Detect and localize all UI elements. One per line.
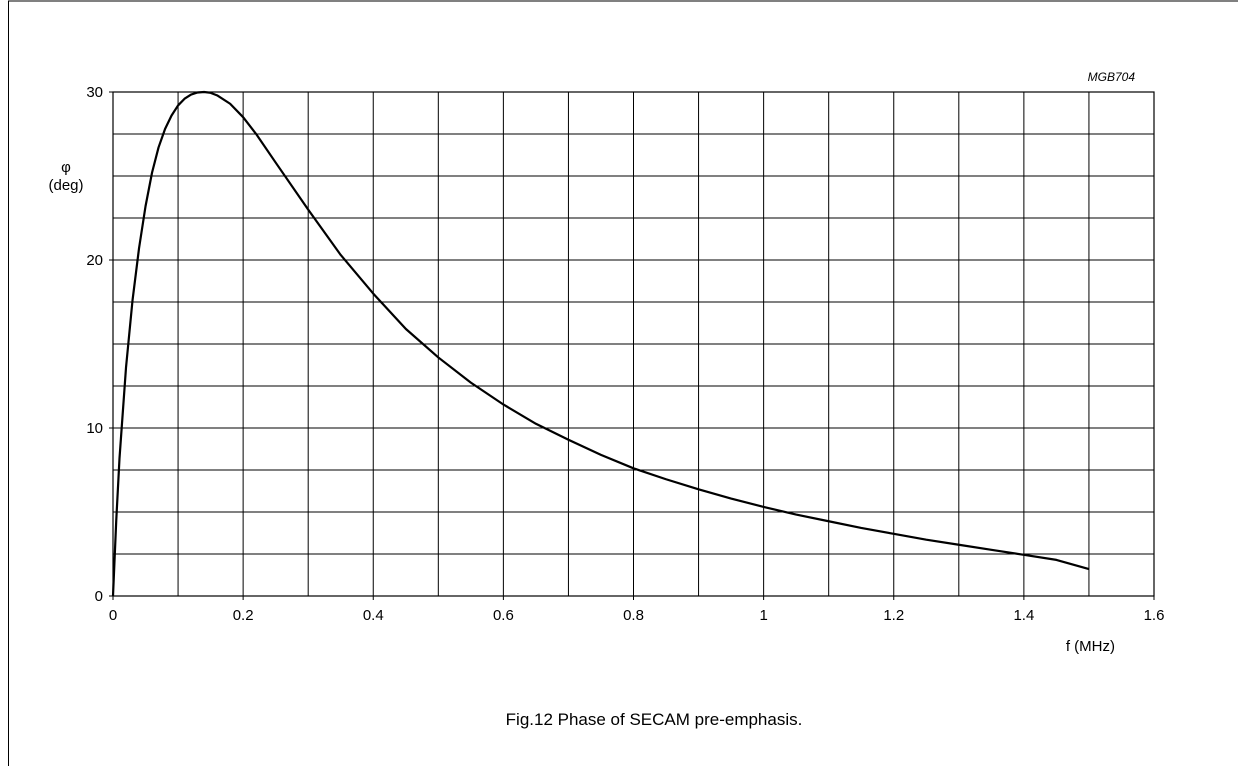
x-tick-label: 0.4 <box>363 607 384 624</box>
y-tick-label: 10 <box>86 420 103 437</box>
x-tick-label: 0 <box>109 607 117 624</box>
x-tick-labels: 0 0.2 0.4 0.6 0.8 1 1.2 1.4 1.6 <box>109 607 1165 624</box>
x-tick-label: 1.2 <box>883 607 904 624</box>
y-axis-unit: (deg) <box>48 177 83 194</box>
y-tick-labels: 0 10 20 30 <box>86 84 103 605</box>
x-tick-label: 1 <box>759 607 767 624</box>
x-axis-title: f (MHz) <box>1066 638 1115 655</box>
plot-area-border <box>112 91 1155 597</box>
y-axis-symbol: φ <box>61 159 71 176</box>
x-tick-label: 0.6 <box>493 607 514 624</box>
minor-gridlines <box>113 92 1154 596</box>
figure-code: MGB704 <box>1088 70 1136 84</box>
x-tick-label: 0.2 <box>233 607 254 624</box>
major-gridlines <box>109 91 1155 600</box>
phase-curve <box>111 90 1090 597</box>
y-tick-label: 30 <box>86 84 103 101</box>
x-tick-label: 0.8 <box>623 607 644 624</box>
x-tick-label: 1.6 <box>1144 607 1165 624</box>
y-tick-label: 20 <box>86 252 103 269</box>
y-tick-label: 0 <box>95 588 103 605</box>
figure-caption: Fig.12 Phase of SECAM pre-emphasis. <box>506 710 803 729</box>
x-tick-label: 1.4 <box>1013 607 1034 624</box>
